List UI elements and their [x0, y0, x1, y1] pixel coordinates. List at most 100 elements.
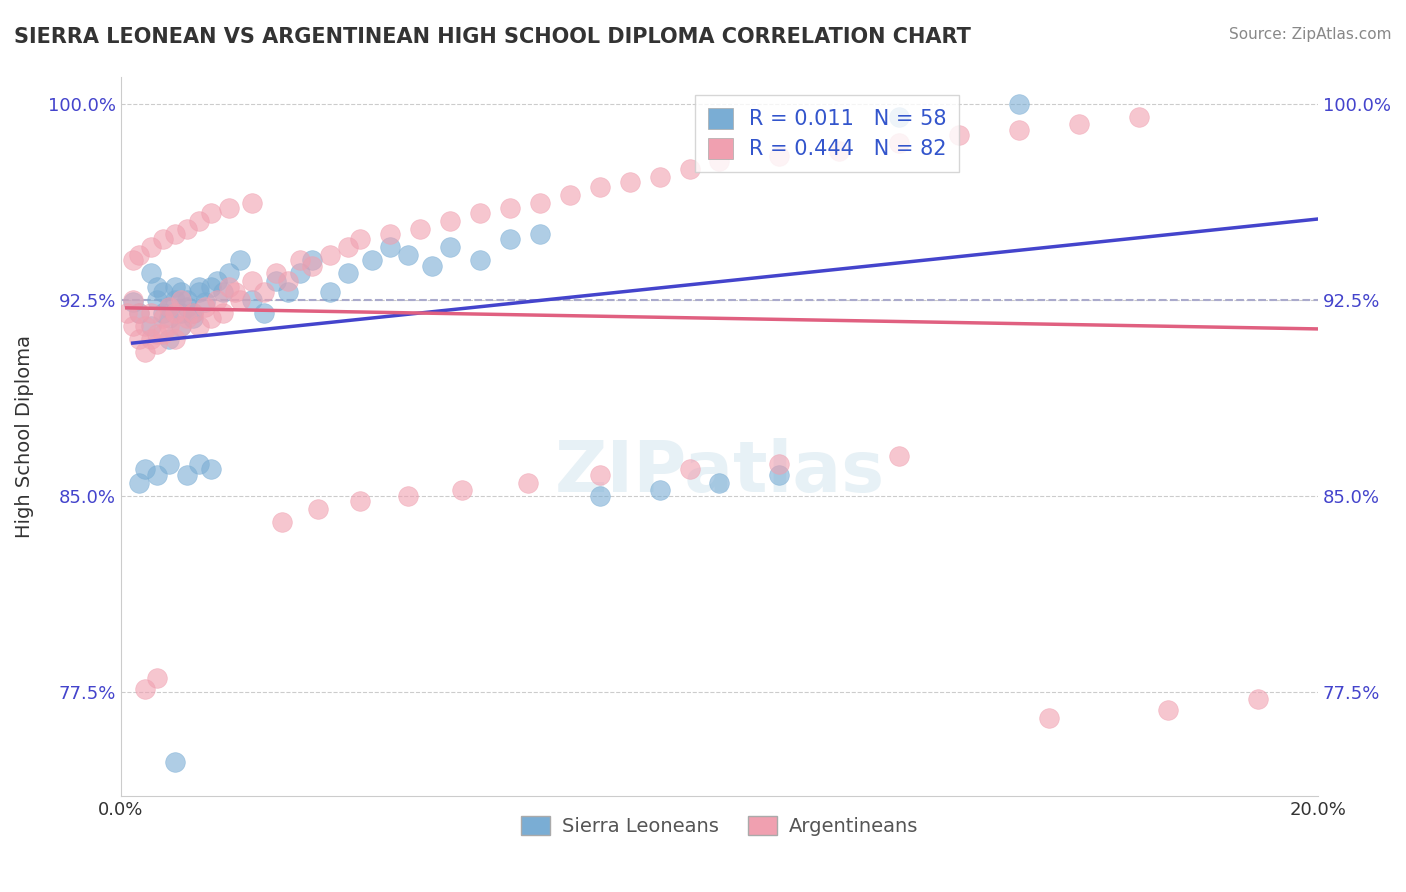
Point: [163, 293, 186, 307]
Point: [678, 462, 700, 476]
Point: [253, 305, 276, 319]
Text: Source: ZipAtlas.com: Source: ZipAtlas.com: [1229, 27, 1392, 42]
Point: [224, 285, 246, 299]
Point: [152, 310, 174, 325]
Point: [1067, 118, 1090, 132]
Point: [768, 467, 790, 482]
Point: [349, 493, 371, 508]
Point: [157, 318, 180, 333]
Point: [319, 285, 342, 299]
Point: [163, 332, 186, 346]
Point: [451, 483, 474, 498]
Point: [516, 475, 538, 490]
Point: [1157, 703, 1180, 717]
Point: [409, 222, 432, 236]
Point: [187, 318, 209, 333]
Point: [181, 310, 204, 325]
Point: [139, 318, 162, 333]
Point: [169, 318, 191, 333]
Point: [205, 293, 228, 307]
Point: [157, 332, 180, 346]
Point: [163, 227, 186, 242]
Point: [229, 253, 252, 268]
Point: [709, 154, 731, 169]
Point: [1128, 110, 1150, 124]
Point: [176, 293, 198, 307]
Point: [181, 305, 204, 319]
Point: [169, 318, 191, 333]
Point: [768, 149, 790, 163]
Point: [266, 274, 288, 288]
Text: ZIPatlas: ZIPatlas: [554, 438, 884, 508]
Point: [145, 293, 167, 307]
Point: [349, 232, 371, 246]
Point: [211, 305, 233, 319]
Point: [121, 318, 143, 333]
Point: [169, 293, 191, 307]
Point: [128, 248, 150, 262]
Point: [828, 144, 851, 158]
Point: [1247, 692, 1270, 706]
Point: [277, 285, 299, 299]
Point: [319, 248, 342, 262]
Point: [157, 457, 180, 471]
Text: SIERRA LEONEAN VS ARGENTINEAN HIGH SCHOOL DIPLOMA CORRELATION CHART: SIERRA LEONEAN VS ARGENTINEAN HIGH SCHOO…: [14, 27, 972, 46]
Point: [709, 475, 731, 490]
Point: [128, 475, 150, 490]
Point: [121, 295, 143, 310]
Point: [589, 489, 612, 503]
Point: [152, 326, 174, 341]
Point: [176, 222, 198, 236]
Point: [301, 253, 323, 268]
Point: [163, 755, 186, 769]
Point: [218, 267, 240, 281]
Point: [121, 293, 143, 307]
Point: [145, 467, 167, 482]
Point: [768, 457, 790, 471]
Point: [128, 332, 150, 346]
Point: [187, 214, 209, 228]
Point: [619, 175, 641, 189]
Point: [439, 214, 461, 228]
Point: [145, 326, 167, 341]
Point: [678, 161, 700, 176]
Point: [121, 253, 143, 268]
Point: [200, 279, 222, 293]
Point: [145, 337, 167, 351]
Point: [439, 240, 461, 254]
Point: [163, 279, 186, 293]
Point: [307, 501, 329, 516]
Point: [152, 285, 174, 299]
Point: [187, 279, 209, 293]
Point: [1008, 122, 1031, 136]
Point: [290, 267, 312, 281]
Point: [139, 240, 162, 254]
Point: [271, 515, 294, 529]
Point: [134, 462, 156, 476]
Point: [145, 672, 167, 686]
Point: [152, 232, 174, 246]
Point: [128, 305, 150, 319]
Point: [229, 293, 252, 307]
Point: [468, 253, 491, 268]
Point: [128, 305, 150, 319]
Point: [205, 274, 228, 288]
Point: [200, 462, 222, 476]
Point: [139, 267, 162, 281]
Point: [145, 279, 167, 293]
Point: [242, 195, 264, 210]
Point: [218, 279, 240, 293]
Point: [115, 305, 138, 319]
Point: [378, 240, 401, 254]
Point: [277, 274, 299, 288]
Point: [242, 274, 264, 288]
Point: [152, 305, 174, 319]
Point: [290, 253, 312, 268]
Point: [887, 136, 910, 150]
Point: [1038, 711, 1060, 725]
Point: [887, 450, 910, 464]
Point: [187, 457, 209, 471]
Point: [420, 259, 443, 273]
Legend: Sierra Leoneans, Argentineans: Sierra Leoneans, Argentineans: [513, 808, 925, 844]
Point: [266, 267, 288, 281]
